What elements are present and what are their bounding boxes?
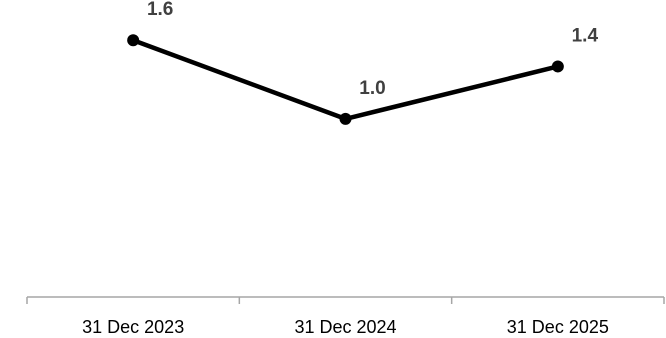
series-line (130, 37, 561, 122)
data-label: 1.4 (572, 25, 599, 46)
data-point-marker (339, 112, 352, 125)
x-tick-label: 31 Dec 2024 (294, 317, 396, 337)
x-axis-tick-labels: 31 Dec 2023 31 Dec 2024 31 Dec 2025 (82, 317, 609, 337)
x-tick-label: 31 Dec 2025 (507, 317, 609, 337)
data-points (127, 34, 564, 125)
data-label: 1.6 (147, 0, 173, 20)
data-label: 1.0 (359, 78, 385, 99)
data-labels: 1.6 1.0 1.4 (147, 0, 599, 99)
data-point-marker (127, 34, 140, 47)
data-point-marker (551, 60, 564, 73)
x-tick-label: 31 Dec 2023 (82, 317, 184, 337)
x-axis-ticks (26, 297, 665, 304)
